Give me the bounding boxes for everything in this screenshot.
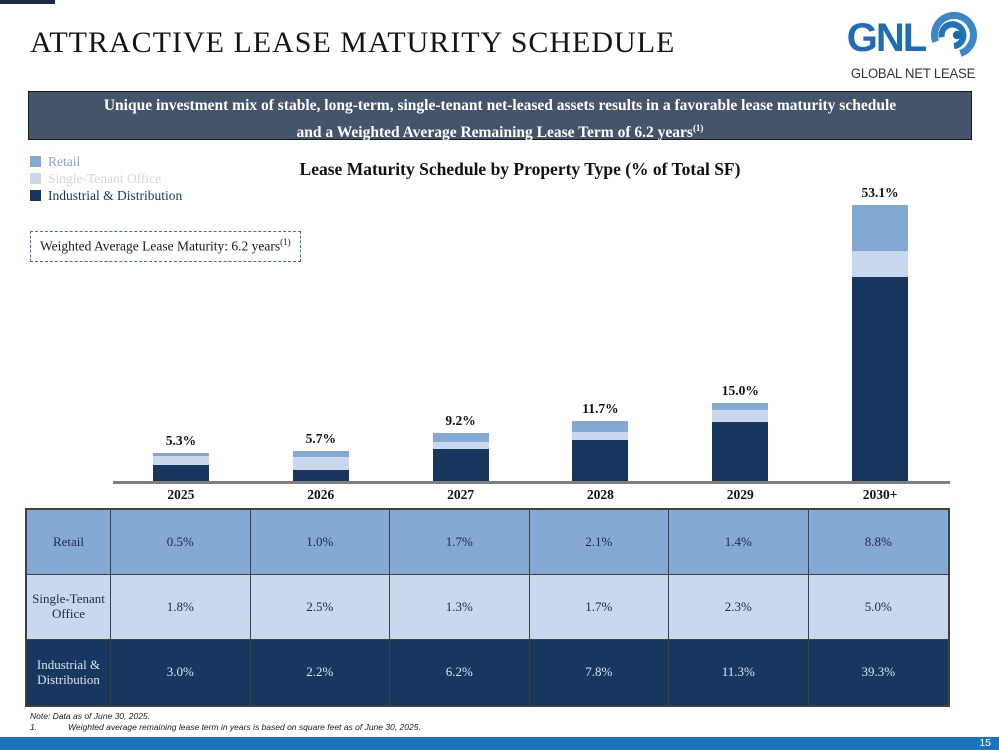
chart-title: Lease Maturity Schedule by Property Type… [299, 159, 741, 179]
bar-segment-industrial-distribution [432, 448, 489, 481]
chart-legend: Retail Single-Tenant Office Industrial & D… [30, 153, 182, 204]
bar-2026 [292, 451, 349, 481]
axis-category-label: 2025 [167, 487, 195, 502]
table-cell: 1.7% [529, 575, 669, 640]
bar-total-label: 53.1% [861, 184, 899, 200]
legend-label: Single-Tenant Office [48, 170, 162, 186]
legend-swatch-icon [30, 156, 41, 167]
corner-accent-bar [0, 0, 55, 4]
table-cell: 39.3% [808, 640, 948, 705]
bar-segment-retail [152, 453, 209, 457]
bar-total-label: 9.2% [445, 413, 476, 429]
walm-callout: Weighted Average Lease Maturity: 6.2 yea… [30, 231, 301, 262]
bar-segment-retail [292, 451, 349, 457]
table-cell: 3.0% [111, 640, 251, 705]
logo-name: GLOBAL NET LEASE [850, 66, 976, 81]
bar-segment-industrial-distribution [152, 465, 209, 481]
bar-2029 [712, 403, 769, 481]
logo-row: GNL [838, 10, 988, 65]
globe-swirl-icon [929, 10, 979, 65]
footnote-1-number: 1. [30, 722, 38, 732]
footnote-marker: (1) [692, 123, 704, 133]
bar-2025 [152, 453, 209, 481]
bar-segment-retail [432, 433, 489, 442]
bar-total-label: 5.3% [165, 433, 197, 449]
table-cell: 7.8% [529, 640, 669, 705]
table-cell: 2.5% [250, 575, 390, 640]
table-cell: 1.0% [250, 510, 390, 575]
footnote-marker: (1) [280, 237, 291, 247]
legend-swatch-icon [30, 190, 41, 201]
axis-category-label: 2028 [586, 487, 614, 502]
page-number: 15 [979, 736, 991, 749]
axis-category-label: 2026 [307, 487, 335, 502]
table-row-header: Single-Tenant Office [27, 575, 111, 640]
bar-segment-retail [712, 403, 769, 411]
table-row-header: Retail [27, 510, 111, 575]
legend-item-1: Single-Tenant Office [30, 170, 182, 187]
bar-2027 [432, 433, 489, 481]
bar-segment-retail [572, 420, 629, 432]
table-cell: 5.0% [808, 575, 948, 640]
footnotes: Note: Data as of June 30, 2025. 1. Weigh… [30, 711, 421, 733]
legend-item-2: Industrial & Distribution [30, 187, 182, 204]
headline-banner: Unique investment mix of stable, long-te… [28, 91, 972, 141]
table-cell: 2.3% [669, 575, 809, 640]
table-cell: 2.2% [250, 640, 390, 705]
footnote-note: Note: Data as of June 30, 2025. [30, 711, 151, 721]
table-cell: 2.1% [529, 510, 669, 575]
legend-label: Retail [48, 153, 81, 169]
legend-swatch-icon [30, 173, 41, 184]
bar-segment-single-tenant-office [432, 441, 489, 449]
axis-category-label: 2030+ [862, 487, 898, 502]
bar-segment-single-tenant-office [292, 456, 349, 470]
legend-label: Industrial & Distribution [48, 187, 183, 203]
logo-acronym: GNL [846, 15, 927, 60]
bar-segment-single-tenant-office [152, 456, 209, 466]
axis-category-label: 2029 [726, 487, 754, 502]
table-cell: 8.8% [808, 510, 948, 575]
bar-total-label: 11.7% [582, 400, 619, 416]
table-cell: 1.7% [390, 510, 530, 575]
bar-total-label: 15.0% [721, 383, 759, 398]
bar-2030+ [852, 204, 909, 481]
property-type-table: Retail 0.5% 1.0% 1.7% 2.1% 1.4% 8.8% Single-Ten… [25, 508, 950, 707]
bar-segment-industrial-distribution [852, 276, 909, 481]
table-cell: 6.2% [390, 640, 530, 705]
legend-item-0: Retail [30, 153, 182, 170]
bar-segment-industrial-distribution [712, 422, 769, 481]
footer-bar: 15 [0, 736, 999, 750]
table-cell: 11.3% [669, 640, 809, 705]
table-cell: 1.3% [390, 575, 530, 640]
page-title: ATTRACTIVE LEASE MATURITY SCHEDULE [30, 26, 676, 59]
bar-segment-industrial-distribution [292, 469, 349, 481]
bar-segment-single-tenant-office [852, 250, 909, 277]
company-logo: GNL GLOBAL NET LEASE [838, 10, 988, 81]
bar-segment-retail [852, 204, 909, 251]
bar-segment-single-tenant-office [572, 431, 629, 441]
table-cell: 1.8% [111, 575, 251, 640]
bar-total-label: 5.7% [305, 431, 336, 447]
banner-line1: Unique investment mix of stable, long-te… [103, 97, 897, 114]
footnote-1-text: Weighted average remaining lease term in… [68, 722, 421, 732]
bar-2028 [572, 420, 629, 481]
banner-line2: and a Weighted Average Remaining Lease T… [296, 123, 704, 142]
x-axis-line [113, 481, 950, 484]
table-row-header: Industrial & Distribution [27, 640, 111, 705]
table-cell: 1.4% [669, 510, 809, 575]
bar-segment-single-tenant-office [712, 410, 769, 423]
footnote-1: 1. Weighted average remaining lease term… [30, 722, 421, 733]
bar-segment-industrial-distribution [572, 440, 629, 481]
axis-category-label: 2027 [447, 487, 475, 502]
table-cell: 0.5% [111, 510, 251, 575]
